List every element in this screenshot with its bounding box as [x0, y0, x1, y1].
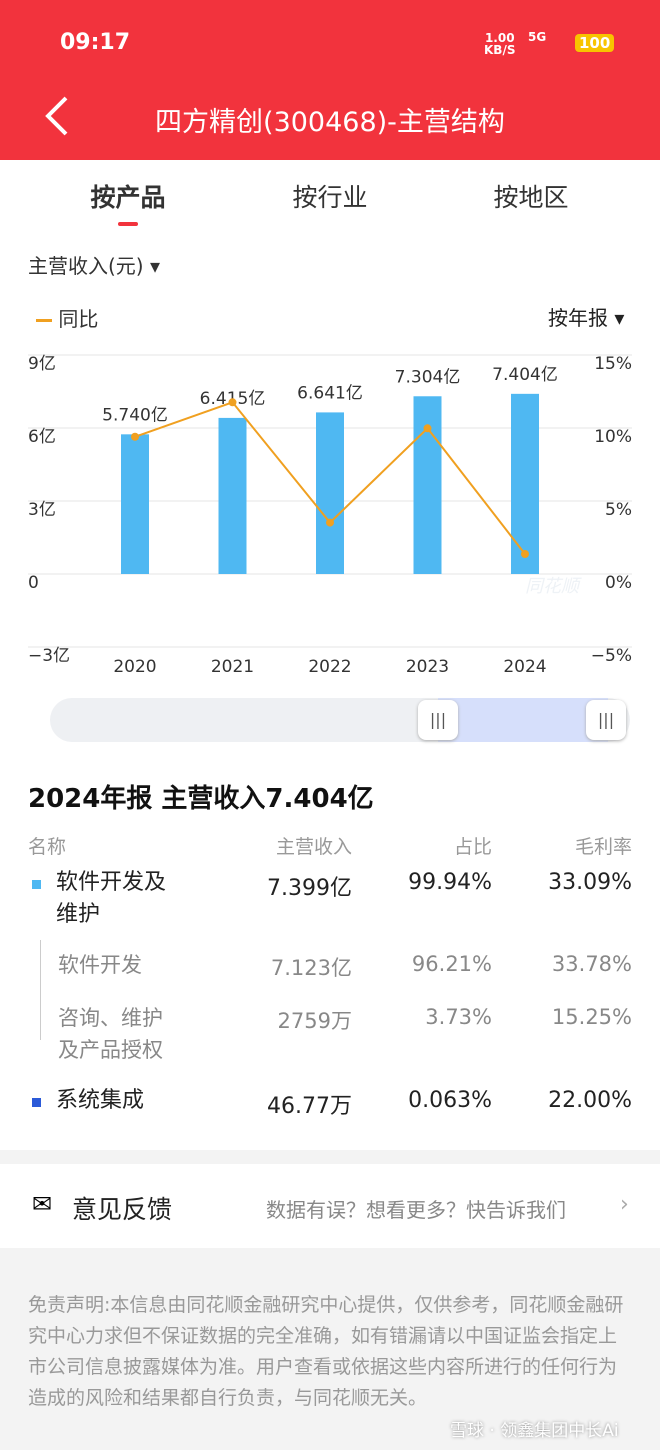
x-tick-label: 2021 — [211, 657, 254, 677]
row-revenue: 7.399亿 — [267, 876, 352, 901]
tab[interactable]: 按行业 — [292, 183, 368, 212]
row-share: 3.73% — [425, 1005, 492, 1029]
y-tick-label: 6亿 — [28, 427, 56, 447]
header: 09:17 1.00 KB/S 5G 100 四方精创(300468)-主营结构 — [0, 0, 660, 160]
bar — [413, 396, 442, 574]
disclaimer-area: 免责声明:本信息由同花顺金融研究中心提供，仅供参考，同花顺金融研究中心力求但不保… — [0, 1248, 660, 1450]
back-button[interactable] — [40, 96, 70, 138]
slider-handle[interactable]: ||| — [418, 700, 458, 740]
x-tick-label: 2023 — [406, 657, 449, 677]
range-slider[interactable]: ||| ||| — [50, 698, 630, 742]
row-margin: 33.09% — [548, 870, 632, 895]
y2-tick-label: 5% — [605, 500, 632, 520]
row-dot — [32, 880, 41, 889]
net-speed: 1.00 KB/S — [484, 32, 515, 56]
row-revenue: 46.77万 — [267, 1094, 352, 1119]
tab[interactable]: 按产品 — [90, 183, 166, 212]
x-tick-label: 2022 — [308, 657, 351, 677]
yoy-point — [228, 398, 237, 407]
divider — [0, 1150, 660, 1164]
chart-watermark: 同花顺 — [525, 576, 582, 597]
row-margin: 22.00% — [548, 1088, 632, 1113]
slider-handle[interactable]: ||| — [586, 700, 626, 740]
header-cell: 主营收入 — [275, 836, 352, 858]
net-speed-unit: KB/S — [484, 43, 516, 57]
value-label: 6.641亿 — [297, 383, 363, 403]
page-title: 四方精创(300468)-主营结构 — [155, 107, 505, 138]
row-revenue: 2759万 — [277, 1009, 352, 1033]
legend: 同比 — [36, 303, 98, 332]
value-label: 5.740亿 — [102, 405, 168, 425]
bar — [511, 393, 539, 574]
disclaimer: 免责声明:本信息由同花顺金融研究中心提供，仅供参考，同花顺金融研究中心力求但不保… — [28, 1294, 624, 1409]
row-dot — [32, 1098, 41, 1107]
legend-swatch — [36, 319, 52, 322]
signal: 5G — [528, 30, 547, 44]
yoy-point — [131, 432, 139, 441]
value-label: 7.404亿 — [492, 365, 558, 385]
y-tick-label: 0 — [28, 573, 39, 593]
x-tick-label: 2020 — [113, 657, 156, 677]
y2-tick-label: −5% — [591, 646, 632, 666]
period-label: 按年报 — [548, 306, 608, 330]
row-name: 系统集成 — [56, 1088, 145, 1113]
header-cell: 毛利率 — [574, 836, 632, 858]
metric-selector[interactable]: 主营收入(元) ▾ — [28, 254, 161, 278]
yoy-point — [423, 424, 432, 433]
row-name: 咨询、维护及产品授权 — [58, 1006, 163, 1062]
metric-label: 主营收入(元) — [28, 254, 144, 278]
tab[interactable]: 按地区 — [493, 183, 569, 212]
legend-label: 同比 — [58, 307, 99, 331]
header-cell: 名称 — [28, 836, 67, 858]
row-name: 软件开发 — [58, 953, 142, 977]
yoy-point — [521, 549, 529, 558]
y2-tick-label: 10% — [594, 427, 632, 447]
row-share: 96.21% — [411, 952, 492, 976]
watermark: 雪球 · 领鑫集团中长Ai — [450, 1421, 619, 1441]
feedback-bar[interactable]: ✉ 意见反馈 数据有误？想看更多？快告诉我们 › — [0, 1164, 660, 1248]
x-tick-label: 2024 — [503, 657, 546, 677]
bar — [316, 412, 344, 574]
row-margin: 33.78% — [551, 952, 632, 976]
net-speed-value: 1.00 — [484, 31, 515, 45]
bar — [218, 417, 247, 574]
row-margin: 15.25% — [551, 1005, 632, 1029]
chevron: › — [620, 1192, 629, 1217]
bar — [121, 434, 149, 574]
row-share: 0.063% — [408, 1088, 492, 1113]
feedback-title: 意见反馈 — [72, 1195, 173, 1224]
y-tick-label: 9亿 — [28, 354, 56, 374]
table-title: 2024年报 主营收入7.404亿 — [28, 784, 374, 814]
tab-indicator — [118, 222, 138, 226]
time: 09:17 — [60, 30, 131, 55]
battery: 100 — [575, 34, 615, 52]
feedback-prompt: 数据有误？想看更多？快告诉我们 — [266, 1198, 566, 1222]
y2-tick-label: 0% — [605, 573, 632, 593]
row-share: 99.94% — [408, 870, 492, 895]
y2-tick-label: 15% — [594, 354, 632, 374]
feedback-icon: ✉ — [32, 1190, 53, 1218]
y-tick-label: 3亿 — [28, 500, 56, 520]
value-label: 7.304亿 — [395, 367, 461, 387]
y-tick-label: −3亿 — [28, 646, 70, 666]
period-selector[interactable]: 按年报 ▾ — [548, 306, 625, 330]
tree-line — [40, 940, 41, 1040]
slider-range — [438, 698, 608, 742]
yoy-point — [326, 518, 334, 527]
row-name: 软件开发及维护 — [56, 870, 167, 927]
chart: −3亿03亿6亿9亿−5%0%5%10%15%同花顺5.740亿20206.41… — [28, 354, 632, 677]
header-cell: 占比 — [453, 836, 492, 858]
row-revenue: 7.123亿 — [270, 956, 352, 980]
